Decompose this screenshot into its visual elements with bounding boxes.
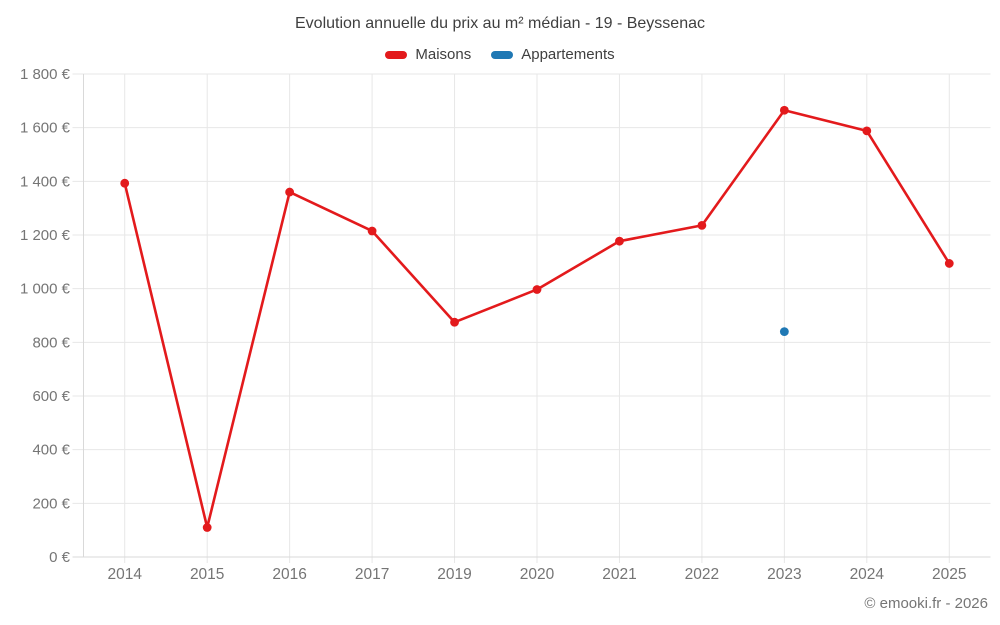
legend-label-appartements: Appartements <box>521 46 615 63</box>
data-point-maisons[interactable] <box>202 523 212 532</box>
x-tick-label: 2017 <box>355 566 389 583</box>
y-tick-label: 600 € <box>32 388 70 405</box>
y-tick-label: 200 € <box>32 495 70 512</box>
x-tick-label: 2025 <box>932 566 966 583</box>
data-point-appartements[interactable] <box>779 327 789 336</box>
data-point-maisons[interactable] <box>697 220 707 230</box>
data-point-maisons[interactable] <box>944 259 954 268</box>
data-point-maisons[interactable] <box>532 285 542 294</box>
data-point-maisons[interactable] <box>367 226 377 236</box>
legend: Maisons Appartements <box>0 46 1000 63</box>
legend-item-appartements[interactable]: Appartements <box>491 46 615 63</box>
chart-title: Evolution annuelle du prix au m² médian … <box>295 15 705 32</box>
x-tick-label: 2023 <box>767 566 801 583</box>
data-point-maisons[interactable] <box>862 126 872 136</box>
y-tick-label: 0 € <box>49 549 71 566</box>
x-tick-label: 2019 <box>437 566 471 583</box>
legend-item-maisons[interactable]: Maisons <box>385 46 471 63</box>
maisons-legend-swatch-icon <box>385 50 408 59</box>
y-tick-label: 1 000 € <box>20 281 71 298</box>
y-tick-label: 400 € <box>32 442 70 459</box>
x-tick-label: 2020 <box>520 566 555 583</box>
data-point-maisons[interactable] <box>450 317 459 327</box>
appartements-legend-swatch-icon <box>491 50 514 59</box>
y-tick-label: 1 800 € <box>20 66 71 83</box>
footer-credit: © emooki.fr - 2026 <box>864 595 988 612</box>
y-tick-label: 1 200 € <box>20 227 71 244</box>
x-tick-label: 2022 <box>685 566 719 583</box>
x-tick-label: 2015 <box>190 566 224 583</box>
data-point-maisons[interactable] <box>285 187 295 197</box>
legend-label-maisons: Maisons <box>415 46 472 63</box>
x-tick-label: 2021 <box>602 566 636 583</box>
data-point-maisons[interactable] <box>120 178 130 188</box>
x-tick-label: 2024 <box>850 566 885 583</box>
y-tick-label: 1 600 € <box>20 120 71 137</box>
data-point-maisons[interactable] <box>615 236 624 246</box>
y-tick-label: 1 400 € <box>20 173 71 190</box>
y-tick-label: 800 € <box>32 334 70 351</box>
x-tick-label: 2016 <box>272 566 306 583</box>
x-tick-label: 2014 <box>107 566 142 583</box>
data-point-maisons[interactable] <box>779 105 789 115</box>
